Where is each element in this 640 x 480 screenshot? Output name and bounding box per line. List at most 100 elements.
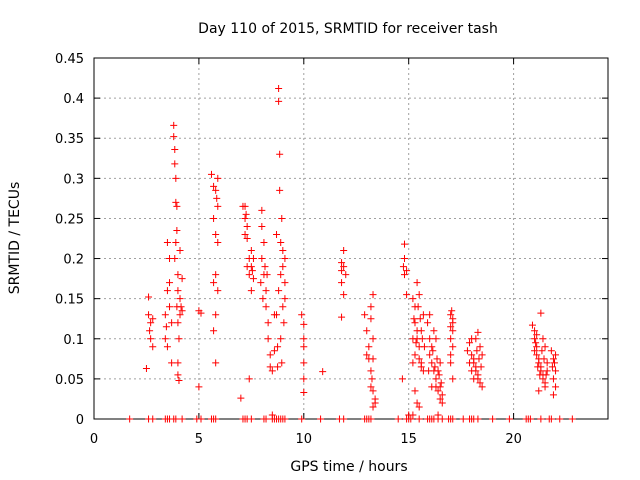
x-tick-label: 15 (400, 432, 417, 447)
data-point (435, 371, 443, 379)
data-point (173, 202, 181, 210)
data-point (207, 170, 215, 178)
data-point (258, 255, 266, 263)
data-point (537, 309, 545, 317)
data-point (276, 186, 284, 194)
data-point (277, 335, 285, 343)
data-point (342, 271, 350, 279)
data-point (478, 351, 486, 359)
data-point (416, 315, 424, 323)
data-point (275, 97, 283, 105)
data-point (145, 311, 153, 319)
data-point (178, 307, 186, 315)
data-point (278, 214, 286, 222)
data-point (531, 327, 539, 335)
data-point (298, 415, 306, 423)
data-point (168, 359, 176, 367)
data-point (162, 323, 170, 331)
data-point (214, 287, 222, 295)
data-point (438, 415, 446, 423)
data-point (365, 343, 373, 351)
data-point (149, 415, 157, 423)
data-point (258, 206, 266, 214)
tick-labels: 0 0.05 0.1 0.15 0.2 0.25 0.3 0.35 0.4 0.45 0 5 10 15 2… (55, 52, 522, 447)
data-point (268, 367, 276, 375)
data-point (531, 335, 539, 343)
chart-title: Day 110 of 2015, SRMTID for receiver tas… (198, 21, 498, 37)
data-point (413, 279, 421, 287)
data-point (415, 291, 423, 299)
data-point (409, 359, 417, 367)
data-point (237, 394, 245, 402)
data-point (270, 347, 278, 355)
data-point (449, 343, 457, 351)
data-point (414, 303, 422, 311)
data-point (175, 335, 183, 343)
data-point (426, 351, 434, 359)
data-point (432, 335, 440, 343)
data-point (476, 379, 484, 387)
data-point (551, 359, 559, 367)
data-point (247, 415, 255, 423)
data-point (449, 375, 457, 383)
data-point (340, 415, 348, 423)
data-point (245, 375, 253, 383)
data-point (367, 315, 375, 323)
data-point (210, 327, 218, 335)
data-point (400, 271, 408, 279)
data-point (243, 263, 251, 271)
y-tick-label: 0.1 (63, 333, 84, 348)
y-tick-label: 0.05 (55, 373, 84, 388)
data-point (533, 351, 541, 359)
data-point (171, 160, 179, 168)
data-point (549, 355, 557, 363)
data-point (409, 411, 417, 419)
data-point (537, 415, 545, 423)
data-point (212, 271, 220, 279)
data-point (363, 351, 371, 359)
plot-border (93, 57, 609, 420)
data-point (420, 343, 428, 351)
data-point (277, 239, 285, 247)
data-point (361, 311, 369, 319)
data-point (363, 327, 371, 335)
data-point (547, 347, 555, 355)
data-point (426, 335, 434, 343)
data-point (463, 347, 471, 355)
data-point (176, 247, 184, 255)
data-point (535, 387, 543, 395)
data-point (436, 383, 444, 391)
data-point (367, 415, 375, 423)
data-point (247, 247, 255, 255)
data-point (367, 383, 375, 391)
data-point (172, 198, 180, 206)
data-point (447, 335, 455, 343)
x-tick-label: 0 (90, 432, 98, 447)
data-point (489, 415, 497, 423)
y-tick-label: 0.3 (63, 172, 84, 187)
data-point (556, 415, 564, 423)
data-point (266, 351, 274, 359)
data-point (241, 230, 249, 238)
data-point (213, 194, 221, 202)
data-point (505, 415, 513, 423)
data-point (258, 222, 266, 230)
y-tick-label: 0.4 (63, 92, 84, 107)
data-point (195, 383, 203, 391)
data-point (173, 303, 181, 311)
data-point (407, 415, 415, 423)
data-point (172, 239, 180, 247)
x-tick-label: 10 (296, 432, 313, 447)
data-point (418, 335, 426, 343)
data-point (163, 239, 171, 247)
data-point (212, 359, 220, 367)
data-point (300, 375, 308, 383)
data-point (300, 359, 308, 367)
data-point (147, 319, 155, 327)
data-point (173, 226, 181, 234)
data-point (146, 327, 154, 335)
x-tick-label: 20 (505, 432, 522, 447)
data-point (367, 367, 375, 375)
y-tick-label: 0.45 (55, 52, 84, 67)
data-point (243, 235, 251, 242)
